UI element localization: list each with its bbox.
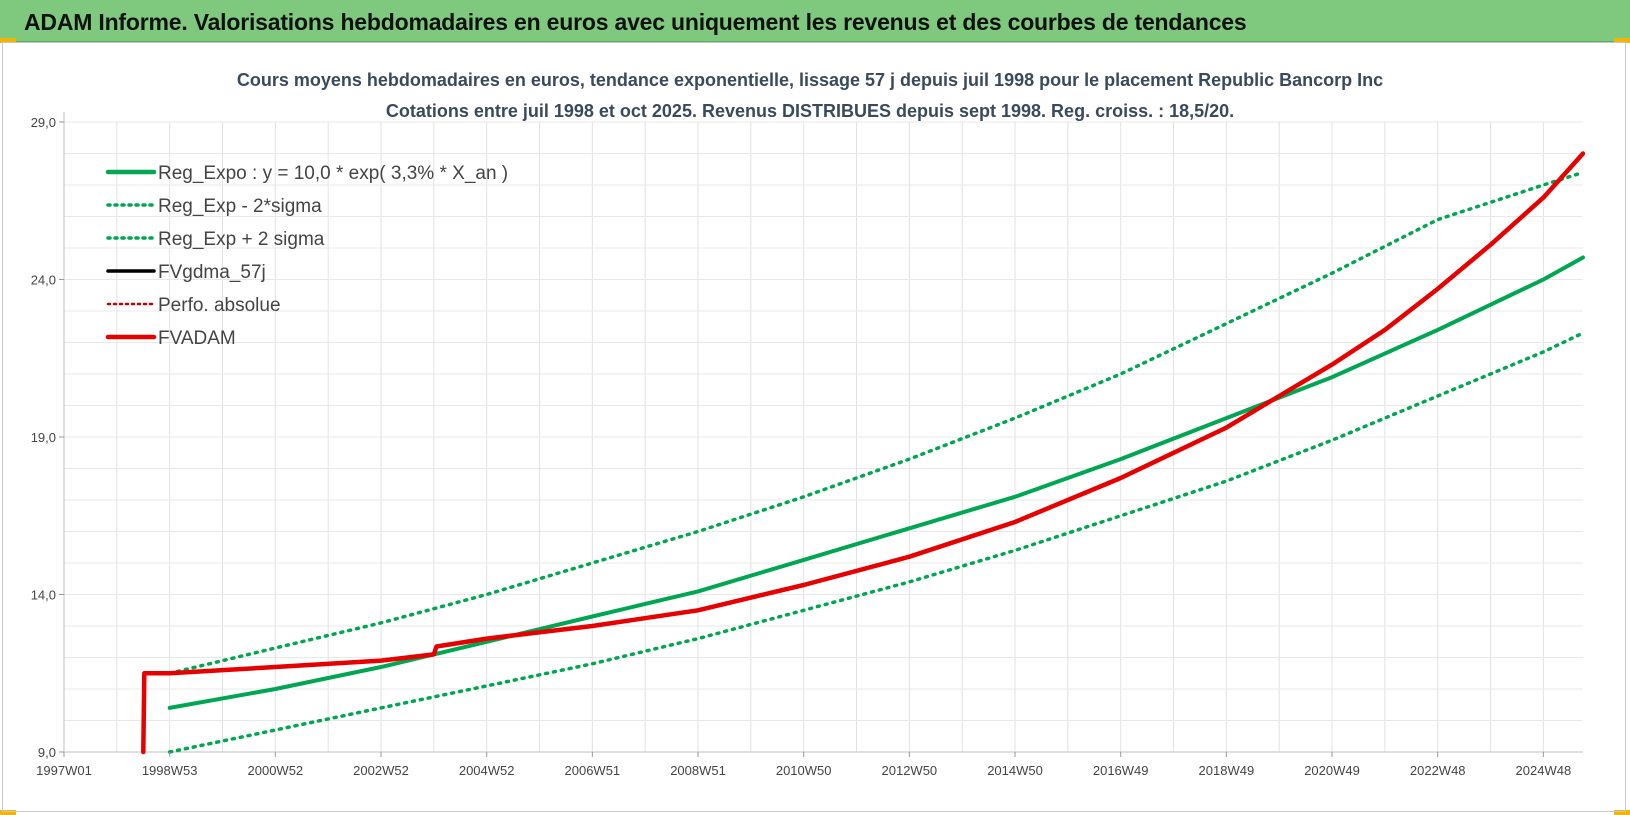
- x-tick-label: 2012W50: [882, 763, 938, 778]
- x-tick-label: 2024W48: [1516, 763, 1572, 778]
- corner-marker-top-right: [1614, 38, 1630, 43]
- chart-frame: [2, 42, 1626, 812]
- y-tick-label: 9,0: [38, 745, 56, 760]
- x-tick-label: 2018W49: [1199, 763, 1255, 778]
- series-line-reg-exp-2-sigma: [167, 170, 1585, 676]
- y-tick-label: 14,0: [31, 588, 56, 603]
- header-bar: ADAM Informe. Valorisations hebdomadaire…: [0, 0, 1630, 42]
- x-tick-label: 2014W50: [987, 763, 1043, 778]
- chart-title-line2: Cotations entre juil 1998 et oct 2025. R…: [386, 101, 1234, 121]
- x-tick-label: 2002W52: [353, 763, 409, 778]
- x-tick-label: 2006W51: [565, 763, 621, 778]
- series-line-reg-expo: [167, 255, 1585, 710]
- corner-marker-top-left: [0, 38, 16, 43]
- legend-label: FVgdma_57j: [158, 262, 266, 283]
- y-tick-label: 24,0: [31, 273, 56, 288]
- legend-label: Reg_Exp + 2 sigma: [158, 229, 325, 250]
- y-axis: 9,0 14,0 19,0 24,0 29,0: [31, 115, 64, 760]
- series-layer: [141, 151, 1586, 755]
- legend-label: FVADAM: [158, 328, 236, 349]
- x-tick-label: 2010W50: [776, 763, 832, 778]
- page-title: ADAM Informe. Valorisations hebdomadaire…: [24, 9, 1247, 35]
- x-tick-label: 1997W01: [36, 763, 92, 778]
- chart-title-line1: Cours moyens hebdomadaires en euros, ten…: [237, 70, 1383, 90]
- x-tick-label: 1998W53: [142, 763, 198, 778]
- y-tick-label: 29,0: [31, 115, 56, 130]
- x-tick-label: 2008W51: [670, 763, 726, 778]
- legend-label: Perfo. absolue: [158, 295, 281, 316]
- y-tick-label: 19,0: [31, 430, 56, 445]
- corner-marker-bottom-left: [0, 810, 16, 815]
- legend-label: Reg_Exp - 2*sigma: [158, 196, 322, 217]
- legend-label: Reg_Expo : y = 10,0 * exp( 3,3% * X_an ): [158, 163, 508, 184]
- legend: Reg_Expo : y = 10,0 * exp( 3,3% * X_an )…: [105, 163, 508, 349]
- x-tick-label: 2022W48: [1410, 763, 1466, 778]
- corner-marker-bottom-right: [1614, 810, 1630, 815]
- x-tick-label: 2020W49: [1304, 763, 1360, 778]
- grid: [63, 112, 1583, 753]
- series-line-reg-exp-2-sigma: [167, 331, 1585, 754]
- x-axis: 1997W01 1998W53 2000W52 2002W52 2004W52 2006W…: [36, 752, 1571, 778]
- x-tick-label: 2016W49: [1093, 763, 1149, 778]
- x-tick-label: 2004W52: [459, 763, 515, 778]
- series-line-fvadam: [141, 151, 1586, 755]
- x-tick-label: 2000W52: [248, 763, 304, 778]
